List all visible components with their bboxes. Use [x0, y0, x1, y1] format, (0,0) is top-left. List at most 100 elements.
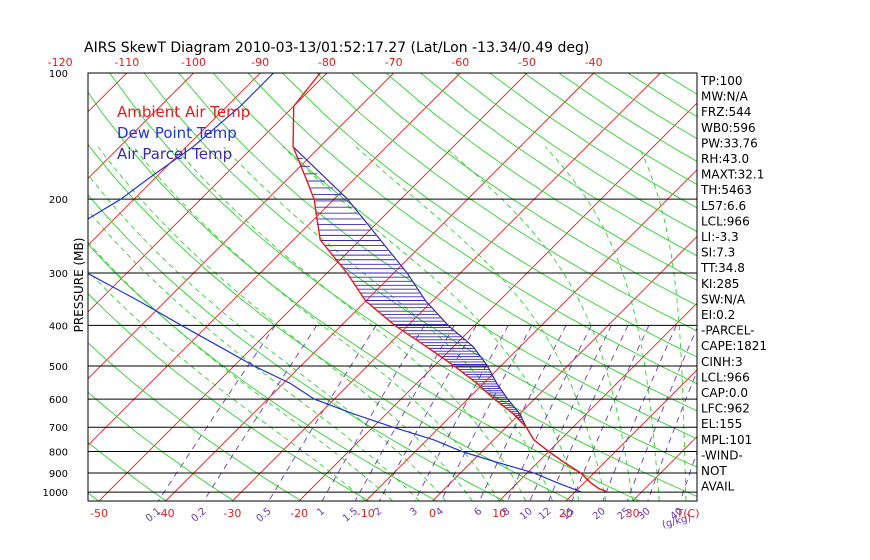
- index-entry: LCL:966: [701, 370, 750, 384]
- bottom-temp-tick-label: 20: [559, 507, 573, 520]
- index-entry: -WIND-: [701, 448, 743, 462]
- index-entry: LFC:962: [701, 402, 750, 416]
- pressure-tick-label: 100: [49, 69, 68, 80]
- mixing-ratio-line: [548, 325, 629, 501]
- top-temp-tick-label: -100: [181, 56, 206, 69]
- isotherm-line: [565, 369, 697, 501]
- mixing-ratio-label: 0.2: [189, 506, 208, 525]
- mixing-ratio-line: [379, 325, 477, 501]
- isotherm-line: [498, 302, 697, 501]
- dry-adiabat-line: [143, 73, 697, 468]
- moist-adiabat-line: [282, 146, 580, 501]
- moist-adiabat-line: [174, 146, 527, 501]
- mixing-ratio-line: [571, 325, 650, 501]
- pressure-tick-label: 300: [49, 269, 68, 280]
- mixing-ratio-label: 10: [518, 506, 535, 523]
- isotherm-line: [88, 73, 128, 113]
- index-entry: CAPE:1821: [701, 339, 767, 353]
- index-entry: MW:N/A: [701, 90, 749, 104]
- moist-adiabat-line: [133, 146, 500, 501]
- bottom-temp-tick-label: -50: [90, 507, 108, 520]
- top-temp-tick-label: -110: [114, 56, 139, 69]
- index-entry: LI:-3.3: [701, 230, 739, 244]
- isotherm-line: [88, 73, 261, 246]
- index-entry: CINH:3: [701, 355, 743, 369]
- index-entry: TP:100: [700, 74, 743, 88]
- mixing-ratio-line: [157, 325, 276, 501]
- cape-hatching: [296, 158, 526, 426]
- pressure-tick-label: 600: [49, 395, 68, 406]
- mixing-ratio-label: 3: [408, 506, 420, 519]
- dry-adiabat-line: [281, 73, 697, 358]
- top-temp-tick-label: -80: [318, 56, 336, 69]
- moist-adiabat-line: [444, 146, 634, 501]
- index-entry: TT:34.8: [700, 261, 745, 275]
- top-temp-tick-label: -90: [251, 56, 269, 69]
- mixing-ratio-line: [203, 325, 318, 501]
- top-temp-tick-label: -60: [451, 56, 469, 69]
- isotherm-line: [766, 73, 870, 501]
- index-entry: SI:7.3: [701, 246, 735, 260]
- mixing-ratio-line: [440, 325, 533, 501]
- moist-adiabat-line: [544, 146, 660, 501]
- isotherm-line: [165, 73, 595, 501]
- index-entry: NOT: [701, 464, 727, 478]
- isotherm-line: [88, 73, 394, 380]
- index-entry: AVAIL: [701, 480, 735, 494]
- mixing-ratio-line: [602, 325, 677, 501]
- dry-adiabat-line: [88, 342, 302, 501]
- top-temp-tick-label: -120: [48, 56, 73, 69]
- index-entry: LCL:966: [701, 214, 750, 228]
- mixing-ratio-label: 6: [472, 506, 484, 519]
- mixing-ratio-line: [321, 325, 425, 501]
- parcel-line: [292, 146, 609, 493]
- legend-entry: Air Parcel Temp: [117, 145, 232, 163]
- bottom-temp-tick-label: -10: [357, 507, 375, 520]
- mixing-ratio-label: 12: [537, 506, 554, 523]
- mixing-ratio-label: 4: [434, 506, 446, 519]
- x-axis-label: T(C): [676, 507, 700, 520]
- dry-adiabat-line: [0, 73, 31, 501]
- dry-adiabat-line: [88, 243, 438, 501]
- isotherm-line: [365, 169, 697, 501]
- dry-adiabat-line: [489, 73, 697, 209]
- moist-adiabat-line: [638, 146, 687, 501]
- pressure-tick-label: 400: [49, 321, 68, 332]
- mixing-ratio-label: 8: [500, 506, 512, 519]
- index-entry: PW:33.76: [701, 136, 758, 150]
- mixing-ratio-label: 20: [591, 506, 608, 523]
- dry-adiabat-line: [385, 73, 697, 281]
- index-entry: KI:285: [701, 277, 739, 291]
- mixing-ratio-line: [679, 450, 697, 501]
- pressure-tick-label: 900: [49, 469, 68, 480]
- mixing-ratio-label: 1: [315, 506, 327, 519]
- index-entry: L57:6.6: [701, 199, 746, 213]
- index-entry: WB0:596: [701, 121, 756, 135]
- dry-adiabat-line: [88, 143, 573, 501]
- index-entry: EL:155: [701, 417, 742, 431]
- dry-adiabat-line: [212, 73, 697, 412]
- mixing-ratio-line: [647, 370, 697, 501]
- dry-adiabat-line: [835, 73, 870, 501]
- ambient-temp-line: [292, 73, 609, 493]
- isotherm-line: [98, 73, 528, 501]
- bottom-temp-tick-label: 30: [626, 507, 640, 520]
- index-entry: CAP:0.0: [701, 386, 748, 400]
- mixing-ratio-line: [507, 325, 592, 501]
- dry-adiabat-line: [88, 391, 235, 501]
- index-entry: TH:5463: [700, 183, 752, 197]
- moist-adiabat-line: [88, 173, 447, 501]
- mixing-ratio-label: 2: [372, 506, 384, 519]
- mixing-ratio-line: [529, 325, 612, 501]
- isotherm-line: [833, 73, 870, 501]
- top-temp-tick-label: -50: [518, 56, 536, 69]
- isotherm-line: [432, 235, 697, 501]
- index-entry: MAXT:32.1: [701, 168, 764, 182]
- isotherm-line: [0, 73, 60, 501]
- index-entry: MPL:101: [701, 433, 752, 447]
- mixing-ratio-line: [268, 325, 377, 501]
- index-entry: EI:0.2: [701, 308, 735, 322]
- index-entry: -PARCEL-: [701, 324, 755, 338]
- dry-adiabat-line: [88, 292, 370, 501]
- pressure-tick-label: 1000: [43, 488, 68, 499]
